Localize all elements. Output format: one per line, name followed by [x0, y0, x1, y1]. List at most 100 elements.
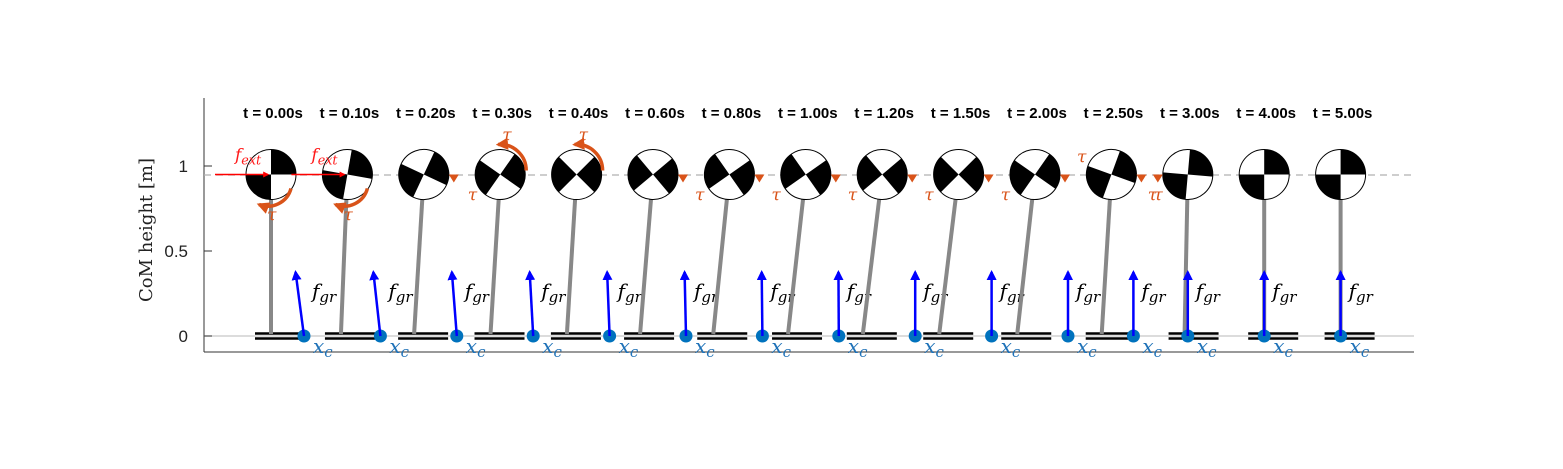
- time-label: t = 0.10s: [320, 105, 380, 122]
- frame-14: t = 5.00s xc fgr: [1313, 105, 1375, 361]
- pendulum-leg: [1099, 174, 1114, 335]
- time-label: t = 0.60s: [625, 105, 685, 122]
- y-tick-label-0: 0: [179, 327, 188, 346]
- frame-0: t = 0.00s xc fgr τ fext: [215, 105, 337, 361]
- xc-label: xc: [619, 334, 639, 361]
- torque-arrow: [495, 137, 528, 171]
- time-label: t = 1.20s: [854, 105, 914, 122]
- com-disc: [1238, 149, 1290, 200]
- y-tick-label-1: 1: [179, 157, 188, 176]
- frame-3: t = 0.30s xc fgr τ: [472, 105, 566, 361]
- com-disc: [551, 149, 603, 200]
- pendulum-leg: [412, 174, 426, 335]
- tau-label: τ: [579, 126, 589, 146]
- com-disc: [1085, 149, 1137, 200]
- tau-label: τ: [1001, 186, 1011, 206]
- torque-arrow: [256, 187, 293, 214]
- time-label: t = 3.00s: [1160, 105, 1220, 122]
- torque-marker: [448, 174, 459, 183]
- xc-label: xc: [771, 334, 791, 361]
- torque-marker: [907, 174, 918, 183]
- ground-force-arrow: [291, 270, 306, 337]
- xc-label: xc: [1077, 334, 1097, 361]
- ground-force-arrow: [756, 270, 767, 337]
- ground-force-arrow: [447, 270, 459, 337]
- xc-label: xc: [695, 334, 715, 361]
- tau-label: τ: [267, 206, 277, 226]
- time-label: t = 1.00s: [778, 105, 838, 122]
- fext-label: fext: [233, 146, 262, 169]
- pendulum-leg: [860, 174, 885, 335]
- com-disc: [703, 149, 755, 200]
- xc-label: xc: [924, 334, 944, 361]
- xc-label: xc: [313, 334, 333, 361]
- pendulum-leg: [1015, 174, 1037, 335]
- com-disc: [1009, 149, 1061, 200]
- tau-label: τ: [771, 186, 781, 206]
- fgr-label: fgr: [1074, 279, 1101, 306]
- tau-label: τ: [343, 206, 353, 226]
- xc-label: xc: [1197, 334, 1217, 361]
- xc-label: xc: [1142, 334, 1162, 361]
- frame-13: t = 4.00s xc fgr: [1236, 105, 1299, 361]
- fgr-label: fgr: [1347, 279, 1374, 306]
- tau-label: τ: [502, 126, 512, 146]
- time-label: t = 5.00s: [1313, 105, 1373, 122]
- torque-marker: [754, 174, 765, 183]
- time-label: t = 4.00s: [1236, 105, 1296, 122]
- y-tick-label-0.5: 0.5: [164, 242, 188, 261]
- torque-arrow: [333, 187, 370, 214]
- frame-1: t = 0.10s xc fgr τ fext: [291, 105, 413, 361]
- torque-marker: [1136, 174, 1147, 183]
- fgr-label: fgr: [1270, 279, 1297, 306]
- torque-arrow: [572, 137, 605, 171]
- ground-force-arrow: [679, 270, 690, 337]
- tau-label: τ: [1077, 148, 1087, 168]
- frame-12: t = 3.00s xc fgr τ: [1148, 105, 1221, 361]
- fext-label: fext: [309, 146, 338, 169]
- torque-marker: [1152, 174, 1163, 183]
- y-axis-label: CoM height [m]: [136, 158, 157, 302]
- ground-force-arrow: [369, 270, 382, 337]
- tau-label: τ: [1148, 186, 1158, 206]
- com-disc: [1315, 149, 1367, 200]
- com-disc: [474, 149, 526, 200]
- pendulum-leg: [937, 174, 961, 335]
- pendulum-leg: [564, 174, 579, 335]
- fgr-label: fgr: [539, 279, 566, 306]
- torque-marker: [678, 174, 688, 183]
- frame-4: t = 0.40s xc fgr τ: [549, 105, 643, 361]
- com-disc: [1162, 149, 1214, 200]
- pendulum-leg: [711, 174, 732, 335]
- xc-label: xc: [848, 334, 868, 361]
- pendulum-leg: [338, 174, 350, 335]
- fgr-label: fgr: [463, 279, 490, 306]
- tau-label: τ: [1153, 186, 1163, 206]
- xc-label: xc: [1001, 334, 1021, 361]
- xc-label: xc: [542, 334, 562, 361]
- time-label: t = 0.00s: [243, 105, 303, 122]
- time-label: t = 0.30s: [472, 105, 532, 122]
- torque-marker: [983, 174, 994, 183]
- time-label: t = 2.00s: [1007, 105, 1067, 122]
- com-disc: [933, 149, 985, 200]
- pendulum-leg: [638, 174, 655, 335]
- pendulum-leg: [1182, 174, 1190, 335]
- frame-2: t = 0.20s xc fgr τ: [396, 105, 490, 361]
- fgr-label: fgr: [616, 279, 643, 306]
- xc-label: xc: [466, 334, 486, 361]
- com-disc: [780, 149, 832, 200]
- time-label: t = 2.50s: [1084, 105, 1144, 122]
- fgr-label: fgr: [310, 279, 337, 306]
- ground-force-arrow: [602, 270, 613, 337]
- xc-label: xc: [1350, 334, 1370, 361]
- tau-label: τ: [468, 186, 478, 206]
- time-label: t = 0.40s: [549, 105, 609, 122]
